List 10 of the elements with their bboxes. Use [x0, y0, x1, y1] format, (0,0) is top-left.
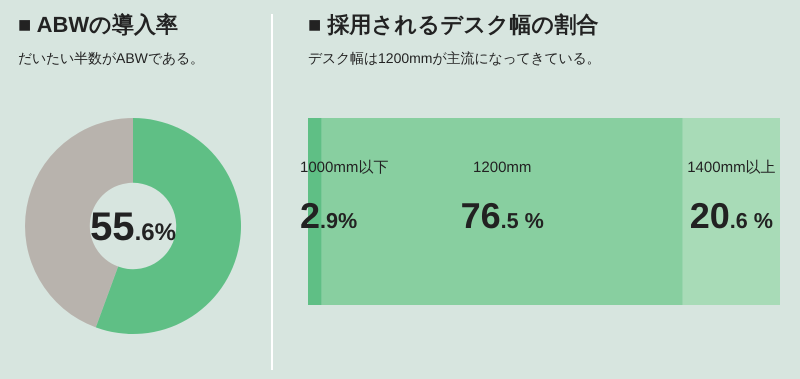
data-label: 55.6%: [90, 205, 176, 249]
chart-title: ■ ABWの導入率: [18, 12, 178, 37]
chart-subtitle: だいたい半数がABWである。: [18, 50, 204, 66]
chart-subtitle: デスク幅は1200mmが主流になってきている。: [308, 50, 600, 66]
chart-title: ■ 採用されるデスク幅の割合: [308, 12, 598, 37]
series-label: 1400mm以上: [687, 159, 776, 176]
data-label: 76.5 %: [460, 195, 544, 236]
data-label: 20.6 %: [690, 195, 774, 236]
series-label: 1200mm: [473, 159, 532, 176]
series-label: 1000mm以下: [300, 159, 388, 176]
